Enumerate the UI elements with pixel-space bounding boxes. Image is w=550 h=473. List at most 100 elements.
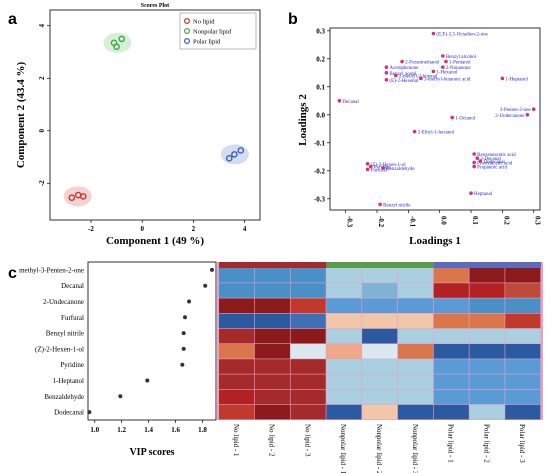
scores-plot-frame	[49, 9, 261, 221]
heatmap-cell	[290, 283, 326, 298]
loadings-xtick-label: -0.2	[377, 216, 385, 228]
heatmap-column-label: Nonpolar lipid - 1	[339, 424, 347, 473]
heatmap-cell	[397, 374, 434, 389]
loading-point-label: 1-Hexanol	[436, 70, 458, 75]
scores-ytick-label: 0	[38, 129, 46, 133]
heatmap-cell	[326, 298, 362, 313]
scores-xlabel: Component 1 (49 %)	[106, 235, 204, 247]
vip-category-label: 2-Undecanone	[43, 298, 84, 306]
loading-point	[378, 202, 382, 207]
heatmap-cell	[469, 344, 505, 359]
heatmap-cell	[433, 359, 469, 374]
loading-point	[525, 113, 530, 117]
legend-marker	[184, 28, 191, 35]
heatmap-cell	[219, 344, 255, 359]
vip-xtick-label: 1.0	[90, 426, 99, 434]
heatmap-cell	[326, 283, 362, 298]
scores-ytick-label: 4	[38, 24, 46, 28]
loading-point	[450, 115, 455, 120]
heatmap-cell	[219, 374, 255, 389]
legend-entry: Nonpolar lipid	[193, 29, 232, 36]
vip-point	[145, 378, 150, 383]
loadings-xtick-label: -0.3	[346, 216, 354, 228]
panel-label-a: a	[8, 11, 17, 28]
loadings-ytick-label: 0.1	[316, 83, 325, 91]
loading-point-label: Furfural	[371, 168, 388, 173]
heatmap-column-label: Nonpolar lipid - 2	[375, 424, 383, 473]
legend-entry: No lipid	[193, 19, 215, 26]
heatmap-cell	[254, 328, 290, 344]
vip-category-label: Pyridine	[60, 361, 84, 369]
heatmap-column-label: Polar lipid - 1	[447, 424, 455, 463]
heatmap-group-band	[219, 262, 327, 268]
heatmap-cell	[433, 283, 469, 298]
heatmap-column-label: No lipid - 1	[232, 424, 240, 457]
loadings-ytick-label: 0.0	[316, 111, 325, 119]
heatmap-cell	[433, 328, 469, 344]
heatmap-group-band	[326, 262, 434, 268]
heatmap-cell	[290, 313, 326, 329]
heatmap-cell	[219, 389, 255, 405]
scores-ytick-label: -2	[38, 180, 46, 186]
loading-point	[472, 164, 476, 169]
heatmap-cell	[219, 328, 255, 344]
heatmap-cell	[219, 359, 255, 374]
heatmap-cell	[326, 389, 362, 405]
scores-xtick-label: 2	[192, 225, 196, 233]
heatmap-cell	[290, 404, 326, 420]
heatmap-cell	[362, 268, 398, 283]
heatmap-cell	[362, 283, 398, 298]
loading-point	[478, 159, 483, 163]
heatmap-cell	[362, 389, 398, 405]
loading-point-label: 1-Heptanol	[505, 77, 528, 82]
loading-point	[365, 162, 370, 166]
loading-point	[419, 76, 423, 81]
heatmap-cell	[254, 374, 290, 389]
scores-legend-box	[179, 12, 257, 50]
vip-category-label: Benzyl nitrile	[46, 330, 84, 338]
vip-category-label: 1-Heptanol	[53, 377, 85, 385]
heatmap-cell	[505, 359, 541, 374]
vip-category-label: Benzaldehyde	[44, 393, 84, 401]
heatmap-cell	[397, 313, 434, 329]
vip-xtick-label: 1.4	[144, 426, 153, 434]
heatmap-cell	[219, 313, 255, 329]
legend-entry: Polar lipid	[193, 39, 221, 46]
heatmap-cell	[290, 389, 326, 405]
loadings-ytick-label: -0.3	[314, 195, 326, 203]
heatmap-cell	[469, 404, 505, 420]
loading-point	[441, 65, 445, 69]
scores-point	[231, 151, 238, 158]
heatmap-cell	[254, 283, 290, 298]
loading-point-label: 3-methyl-butanoic acid	[424, 77, 471, 82]
heatmap-cell	[326, 268, 362, 283]
scores-point	[118, 35, 126, 43]
vip-point	[118, 394, 123, 399]
loading-point-label: (E,E)-3,5-Octadien-2-one	[436, 33, 488, 38]
heatmap-cell	[433, 344, 469, 359]
heatmap-cell	[362, 298, 398, 313]
heatmap-cell	[505, 404, 541, 420]
loading-point-label: 1-Pentanol	[449, 61, 471, 66]
heatmap-cell	[469, 298, 505, 313]
loading-point	[384, 65, 389, 69]
vip-xtick-label: 1.8	[198, 426, 207, 434]
vip-xlabel: VIP scores	[129, 447, 174, 458]
heatmap-cell	[397, 298, 434, 313]
vip-xtick-label: 1.2	[117, 426, 126, 434]
vip-point	[180, 362, 185, 367]
heatmap-cell	[290, 359, 326, 374]
loading-point	[384, 71, 389, 75]
scores-legend: No lipid Nonpolar lipid Polar lipid	[179, 12, 257, 50]
heatmap-cell	[362, 359, 398, 374]
loading-point	[431, 69, 436, 74]
scores-xtick-label: 0	[140, 225, 144, 233]
heatmap-cell	[362, 404, 398, 420]
heatmap-cell	[326, 313, 362, 329]
legend-marker	[184, 18, 191, 25]
vip-point	[209, 267, 214, 272]
loading-point-label: 2-Nonanone	[446, 66, 471, 71]
vip-point	[181, 346, 186, 351]
loadings-xtick-label: -0.1	[408, 216, 416, 228]
